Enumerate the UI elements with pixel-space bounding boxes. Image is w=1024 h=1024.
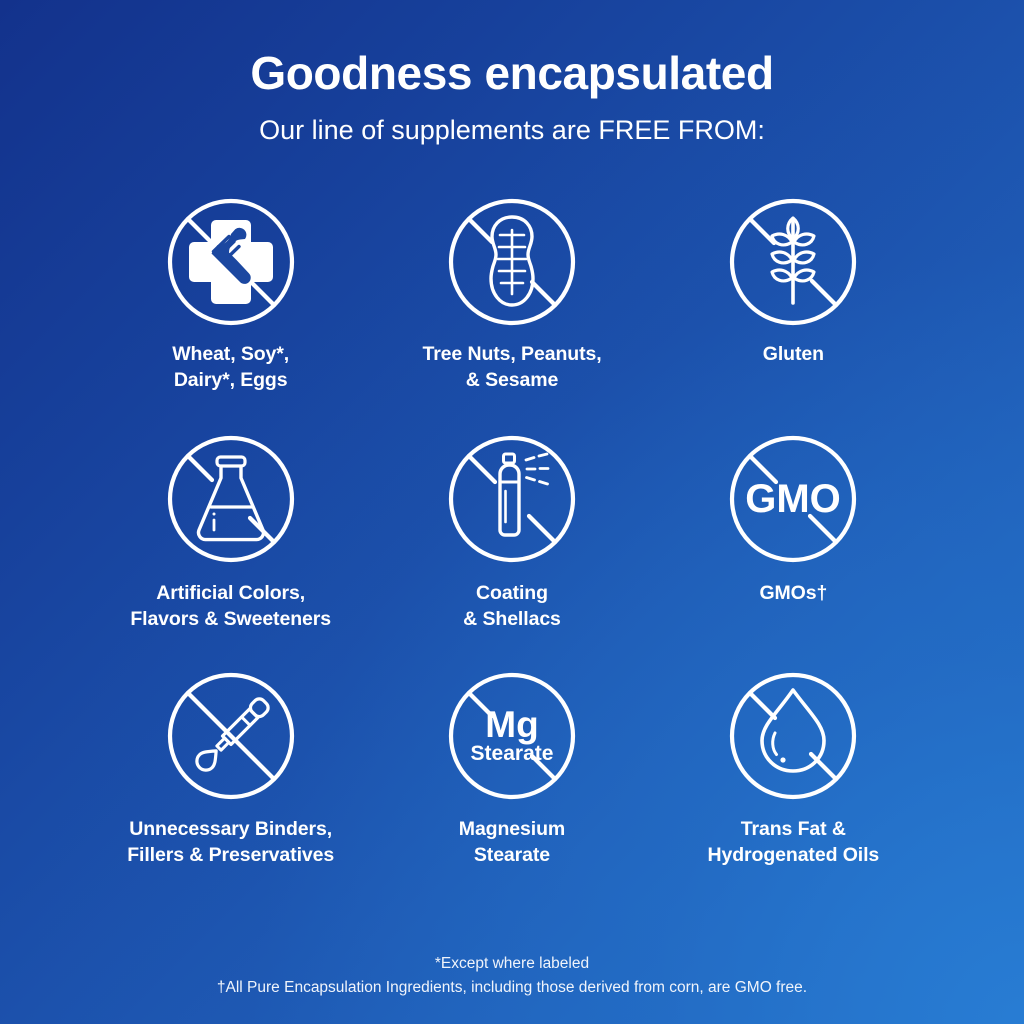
no-trans-fat-hydrogenated-oils-icon xyxy=(728,671,858,801)
gmo-inner-text: GMO xyxy=(746,477,842,521)
grid-item-label: Gluten xyxy=(762,343,824,365)
grid-item-tree-nuts-peanuts-sesame: Tree Nuts, Peanuts, & Sesame xyxy=(371,197,652,434)
grid-item-magnesium-stearate: Mg Stearate Magnesium Stearate xyxy=(371,671,652,908)
footnote-dagger: †All Pure Encapsulation Ingredients, inc… xyxy=(216,978,808,996)
grid-item-label: Trans Fat & Hydrogenated Oils xyxy=(707,818,880,866)
no-gmo-icon: GMO xyxy=(728,434,858,564)
no-artificial-colors-flavors-sweeteners-icon xyxy=(166,434,296,564)
footnotes: *Except where labeled †All Pure Encapsul… xyxy=(0,952,1024,1000)
no-wheat-soy-dairy-eggs-icon xyxy=(166,197,296,327)
grid-item-wheat-soy-dairy-eggs: Wheat, Soy*, Dairy*, Eggs xyxy=(90,197,371,434)
no-coating-shellacs-icon xyxy=(447,434,577,564)
free-from-grid: Wheat, Soy*, Dairy*, Eggs xyxy=(90,197,934,908)
page-subtitle: Our line of supplements are FREE FROM: xyxy=(259,114,765,145)
footnote-asterisk: *Except where labeled xyxy=(434,954,590,972)
no-magnesium-stearate-icon: Mg Stearate xyxy=(447,671,577,801)
header: Goodness encapsulated Our line of supple… xyxy=(0,0,1024,146)
grid-item-label: Coating & Shellacs xyxy=(463,582,561,630)
mg-inner-text: Mg xyxy=(485,704,538,745)
no-binders-fillers-preservatives-icon xyxy=(166,671,296,801)
grid-item-gmos: GMO GMOs† xyxy=(653,434,934,671)
grid-item-gluten: Gluten xyxy=(653,197,934,434)
stearate-inner-text: Stearate xyxy=(471,742,554,765)
no-gluten-icon xyxy=(728,197,858,327)
grid-item-artificial-colors-flavors-sweeteners: Artificial Colors, Flavors & Sweeteners xyxy=(90,434,371,671)
grid-item-coating-shellacs: Coating & Shellacs xyxy=(371,434,652,671)
grid-item-label: Magnesium Stearate xyxy=(458,818,566,866)
grid-item-label: Unnecessary Binders, Fillers & Preservat… xyxy=(127,818,335,866)
grid-item-label: Tree Nuts, Peanuts, & Sesame xyxy=(422,343,602,391)
grid-item-label: Artificial Colors, Flavors & Sweeteners xyxy=(130,582,331,630)
no-tree-nuts-peanuts-sesame-icon xyxy=(447,197,577,327)
grid-item-label: Wheat, Soy*, Dairy*, Eggs xyxy=(172,343,290,391)
grid-item-binders-fillers-preservatives: Unnecessary Binders, Fillers & Preservat… xyxy=(90,671,371,908)
grid-item-trans-fat-hydrogenated-oils: Trans Fat & Hydrogenated Oils xyxy=(653,671,934,908)
page-title: Goodness encapsulated xyxy=(250,47,774,99)
grid-item-label: GMOs† xyxy=(759,582,828,604)
